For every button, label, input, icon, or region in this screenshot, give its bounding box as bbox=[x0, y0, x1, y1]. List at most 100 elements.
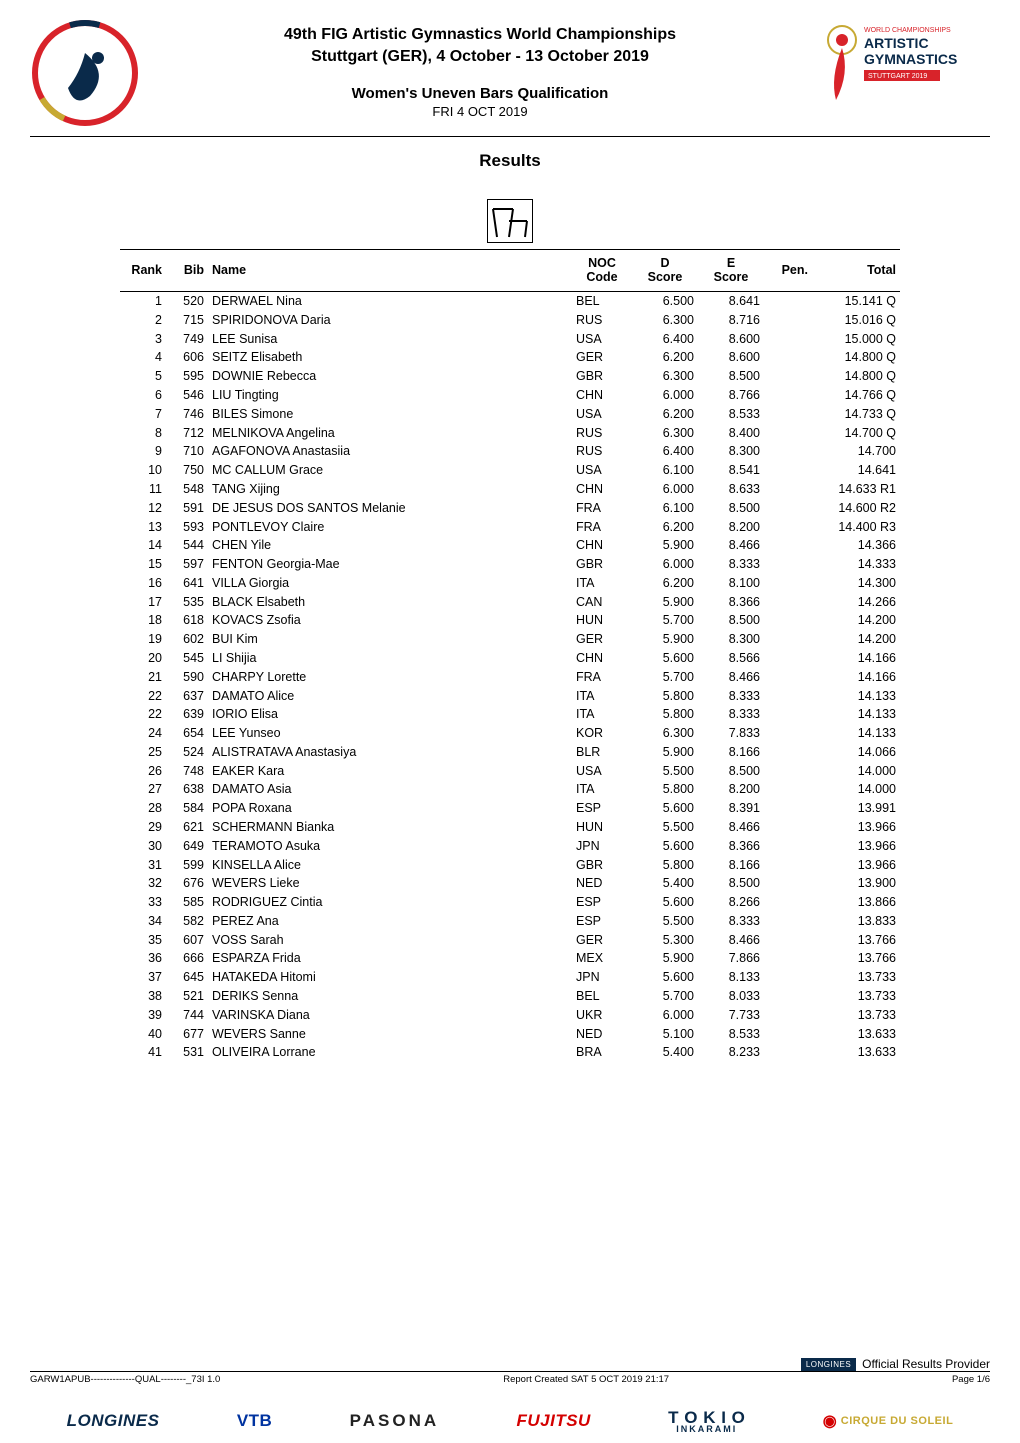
uneven-bars-icon bbox=[487, 199, 533, 243]
cell-bib: 712 bbox=[166, 423, 208, 442]
cell-d: 6.300 bbox=[632, 423, 698, 442]
cell-name: ALISTRATAVA Anastasiya bbox=[208, 743, 572, 762]
cell-e: 8.100 bbox=[698, 573, 764, 592]
sponsor-cirque-text: CIRQUE DU SOLEIL bbox=[841, 1415, 954, 1427]
table-row: 3749LEE SunisaUSA6.4008.60015.000 Q bbox=[120, 329, 900, 348]
cell-e: 8.233 bbox=[698, 1043, 764, 1062]
cell-total: 14.133 bbox=[812, 686, 900, 705]
cell-noc: GER bbox=[572, 348, 632, 367]
table-row: 8712MELNIKOVA AngelinaRUS6.3008.40014.70… bbox=[120, 423, 900, 442]
cell-bib: 524 bbox=[166, 743, 208, 762]
cell-bib: 654 bbox=[166, 724, 208, 743]
cell-bib: 531 bbox=[166, 1043, 208, 1062]
cell-pen bbox=[764, 818, 812, 837]
cell-name: CHARPY Lorette bbox=[208, 667, 572, 686]
cell-d: 6.500 bbox=[632, 291, 698, 310]
cell-d: 6.300 bbox=[632, 367, 698, 386]
cell-total: 14.733 Q bbox=[812, 404, 900, 423]
col-d-l1: D bbox=[660, 256, 669, 270]
sponsor-tokio-l2: INKARAMI bbox=[668, 1425, 745, 1433]
results-table-wrap: Rank Bib Name NOC Code D Score E Score P… bbox=[120, 249, 900, 1062]
table-row: 12591DE JESUS DOS SANTOS MelanieFRA6.100… bbox=[120, 498, 900, 517]
table-row: 35607VOSS SarahGER5.3008.46613.766 bbox=[120, 930, 900, 949]
cell-noc: CAN bbox=[572, 592, 632, 611]
cell-name: BLACK Elsabeth bbox=[208, 592, 572, 611]
fig-logo-icon bbox=[30, 18, 140, 128]
cell-noc: CHN bbox=[572, 649, 632, 668]
results-table: Rank Bib Name NOC Code D Score E Score P… bbox=[120, 249, 900, 1062]
cell-bib: 750 bbox=[166, 461, 208, 480]
header-rule bbox=[30, 136, 990, 137]
cell-pen bbox=[764, 968, 812, 987]
cell-rank: 17 bbox=[120, 592, 166, 611]
cell-rank: 25 bbox=[120, 743, 166, 762]
cell-name: VILLA Giorgia bbox=[208, 573, 572, 592]
cell-pen bbox=[764, 1043, 812, 1062]
sponsor-fujitsu: FUJITSU bbox=[516, 1411, 590, 1431]
cell-rank: 40 bbox=[120, 1024, 166, 1043]
table-row: 7746BILES SimoneUSA6.2008.53314.733 Q bbox=[120, 404, 900, 423]
cell-noc: FRA bbox=[572, 667, 632, 686]
cell-d: 5.100 bbox=[632, 1024, 698, 1043]
table-row: 18618KOVACS ZsofiaHUN5.7008.50014.200 bbox=[120, 611, 900, 630]
cell-rank: 10 bbox=[120, 461, 166, 480]
cell-noc: ITA bbox=[572, 573, 632, 592]
cell-bib: 618 bbox=[166, 611, 208, 630]
cell-total: 13.966 bbox=[812, 818, 900, 837]
cell-bib: 597 bbox=[166, 555, 208, 574]
cell-d: 5.500 bbox=[632, 761, 698, 780]
cell-total: 15.000 Q bbox=[812, 329, 900, 348]
cell-d: 6.000 bbox=[632, 1005, 698, 1024]
cell-bib: 666 bbox=[166, 949, 208, 968]
cell-e: 8.500 bbox=[698, 367, 764, 386]
cell-d: 5.800 bbox=[632, 686, 698, 705]
cell-e: 8.133 bbox=[698, 968, 764, 987]
col-dscore: D Score bbox=[632, 250, 698, 292]
cell-name: BILES Simone bbox=[208, 404, 572, 423]
table-row: 4606SEITZ ElisabethGER6.2008.60014.800 Q bbox=[120, 348, 900, 367]
cell-total: 14.800 Q bbox=[812, 348, 900, 367]
cell-bib: 546 bbox=[166, 386, 208, 405]
header-text-block: 49th FIG Artistic Gymnastics World Champ… bbox=[158, 18, 802, 119]
col-noc: NOC Code bbox=[572, 250, 632, 292]
cell-d: 5.800 bbox=[632, 855, 698, 874]
cell-pen bbox=[764, 930, 812, 949]
cell-rank: 21 bbox=[120, 667, 166, 686]
cell-pen bbox=[764, 912, 812, 931]
cell-name: WEVERS Sanne bbox=[208, 1024, 572, 1043]
cell-pen bbox=[764, 367, 812, 386]
table-row: 37645HATAKEDA HitomiJPN5.6008.13313.733 bbox=[120, 968, 900, 987]
cell-total: 14.641 bbox=[812, 461, 900, 480]
cell-pen bbox=[764, 480, 812, 499]
cell-rank: 29 bbox=[120, 818, 166, 837]
cell-pen bbox=[764, 780, 812, 799]
cell-name: KOVACS Zsofia bbox=[208, 611, 572, 630]
cell-d: 6.200 bbox=[632, 517, 698, 536]
cell-bib: 595 bbox=[166, 367, 208, 386]
cell-bib: 607 bbox=[166, 930, 208, 949]
cell-rank: 6 bbox=[120, 386, 166, 405]
cell-name: DAMATO Asia bbox=[208, 780, 572, 799]
cell-name: ESPARZA Frida bbox=[208, 949, 572, 968]
cell-pen bbox=[764, 1024, 812, 1043]
cell-rank: 24 bbox=[120, 724, 166, 743]
right-logo-line2: ARTISTIC bbox=[864, 35, 929, 51]
cell-bib: 637 bbox=[166, 686, 208, 705]
cell-d: 5.900 bbox=[632, 536, 698, 555]
table-row: 14544CHEN YileCHN5.9008.46614.366 bbox=[120, 536, 900, 555]
cell-d: 5.300 bbox=[632, 930, 698, 949]
cell-pen bbox=[764, 987, 812, 1006]
cell-pen bbox=[764, 1005, 812, 1024]
table-row: 34582PEREZ AnaESP5.5008.33313.833 bbox=[120, 912, 900, 931]
cell-d: 5.600 bbox=[632, 836, 698, 855]
cell-rank: 30 bbox=[120, 836, 166, 855]
cell-rank: 13 bbox=[120, 517, 166, 536]
cell-rank: 15 bbox=[120, 555, 166, 574]
cell-d: 6.400 bbox=[632, 442, 698, 461]
cell-pen bbox=[764, 555, 812, 574]
table-row: 29621SCHERMANN BiankaHUN5.5008.46613.966 bbox=[120, 818, 900, 837]
cell-total: 14.400 R3 bbox=[812, 517, 900, 536]
cell-e: 8.333 bbox=[698, 705, 764, 724]
cell-bib: 639 bbox=[166, 705, 208, 724]
cell-total: 14.700 Q bbox=[812, 423, 900, 442]
